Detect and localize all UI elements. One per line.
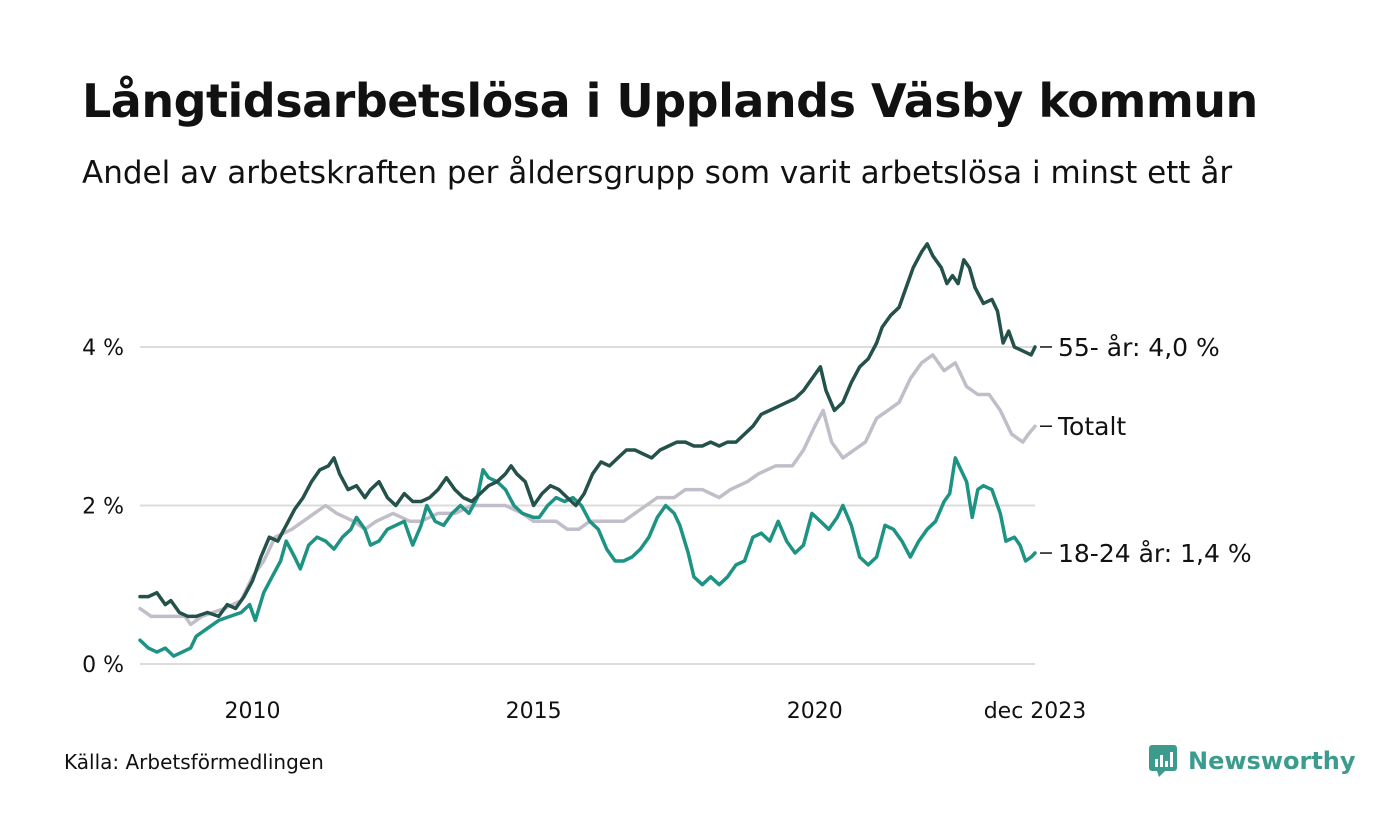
x-axis-ticks: 2010 2015 2020 dec 2023 — [224, 699, 1086, 724]
y-tick-label: 2 % — [82, 494, 124, 519]
y-tick-label: 0 % — [82, 653, 124, 678]
series-lines — [138, 242, 1037, 658]
end-label-age1824: 18-24 år: 1,4 % — [1058, 539, 1252, 568]
x-tick-label: 2010 — [224, 699, 280, 724]
series-line-total — [138, 353, 1037, 627]
x-tick-label: 2015 — [506, 699, 562, 724]
y-tick-label: 4 % — [82, 336, 124, 361]
grid-lines — [140, 345, 1035, 665]
brand-logo: Newsworthy — [1148, 744, 1356, 778]
end-label-total: Totalt — [1057, 412, 1126, 441]
series-line-age1824 — [138, 456, 1037, 658]
chart-title: Långtidsarbetslösa i Upplands Väsby komm… — [82, 74, 1258, 128]
source-note: Källa: Arbetsförmedlingen — [64, 750, 324, 774]
brand-name: Newsworthy — [1188, 747, 1356, 775]
x-tick-label: dec 2023 — [984, 699, 1087, 724]
series-line-age55 — [138, 242, 1037, 619]
end-label-age55: 55- år: 4,0 % — [1058, 333, 1220, 362]
x-tick-label: 2020 — [787, 699, 843, 724]
y-axis-ticks: 0 % 2 % 4 % — [82, 336, 124, 678]
end-labels: Totalt 18-24 år: 1,4 % 55- år: 4,0 % — [1040, 333, 1252, 568]
newsworthy-logo-icon — [1149, 745, 1177, 777]
chart-subtitle: Andel av arbetskraften per åldersgrupp s… — [82, 155, 1233, 191]
